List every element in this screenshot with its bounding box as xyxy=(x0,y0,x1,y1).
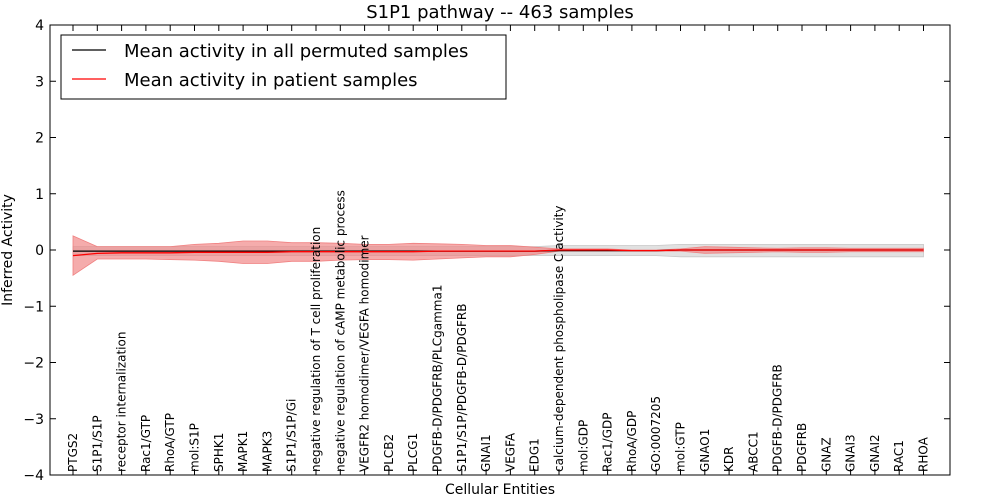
category-label: GNAI2 xyxy=(868,434,882,472)
category-label: MAPK3 xyxy=(260,431,274,472)
category-label: RhoA/GDP xyxy=(625,411,639,472)
y-tick-label: −4 xyxy=(23,468,44,484)
category-label: RAC1 xyxy=(892,440,906,472)
category-label: negative regulation of T cell proliferat… xyxy=(309,227,323,472)
category-label: PDGFB-D/PDGFRB/PLCgamma1 xyxy=(431,285,445,472)
category-label: GNAZ xyxy=(819,437,833,472)
category-label: KDR xyxy=(722,447,736,472)
category-label: PTGS2 xyxy=(66,433,80,472)
category-label: Rac1/GDP xyxy=(601,413,615,472)
y-tick-label: 0 xyxy=(35,243,44,259)
legend: Mean activity in all permuted samples Me… xyxy=(60,34,507,100)
category-label: mol:GTP xyxy=(674,422,688,472)
category-label: Rac1/GTP xyxy=(139,415,153,472)
category-label: GNAO1 xyxy=(698,429,712,472)
category-label: RHOA xyxy=(917,436,931,472)
category-label: negative regulation of cAMP metabolic pr… xyxy=(333,190,347,472)
category-label: EDG1 xyxy=(528,438,542,472)
category-label: mol:S1P xyxy=(188,423,202,472)
category-label: mol:GDP xyxy=(576,420,590,472)
category-label: ABCC1 xyxy=(746,431,760,472)
y-tick-label: 1 xyxy=(35,187,44,203)
x-axis-label: Cellular Entities xyxy=(445,482,555,498)
y-tick-label: 3 xyxy=(35,74,44,90)
axis-ticks: −4 −3 −2 −1 0 1 2 3 4 xyxy=(23,18,950,484)
series-lines xyxy=(72,249,924,257)
category-label: GO:0007205 xyxy=(649,396,663,472)
category-label: S1P1/S1P xyxy=(90,415,104,472)
chart-title: S1P1 pathway -- 463 samples xyxy=(366,2,634,23)
category-label: MAPK1 xyxy=(236,431,250,472)
confidence-bands xyxy=(72,235,924,277)
y-tick-label: −3 xyxy=(23,412,44,428)
series-line-patient xyxy=(72,249,924,257)
category-labels: PTGS2 S1P1/S1P receptor internalization Rac… xyxy=(66,190,931,472)
legend-box xyxy=(60,34,507,100)
category-label: SPHK1 xyxy=(212,433,226,472)
category-label: receptor internalization xyxy=(115,332,129,472)
category-label: RhoA/GTP xyxy=(163,413,177,472)
y-tick-label: −1 xyxy=(23,299,44,315)
y-axis-label: Inferred Activity xyxy=(0,194,16,306)
category-label: S1P1/S1P/Gi xyxy=(285,399,299,472)
category-label: GNAI3 xyxy=(844,434,858,472)
category-label: PDGFB-D/PDGFRB xyxy=(771,364,785,472)
category-label: PLCB2 xyxy=(382,434,396,472)
category-label: GNAI1 xyxy=(479,434,493,472)
confidence-band-patient xyxy=(72,235,924,277)
legend-label-permuted: Mean activity in all permuted samples xyxy=(124,41,468,62)
category-label: PLCG1 xyxy=(406,433,420,472)
category-label: calcium-dependent phospholipase C activi… xyxy=(552,206,566,472)
y-tick-label: 2 xyxy=(35,131,44,147)
category-label: S1P1/S1P/PDGFB-D/PDGFRB xyxy=(455,304,469,472)
legend-label-patient: Mean activity in patient samples xyxy=(124,70,418,91)
y-tick-label: 4 xyxy=(35,18,44,34)
plot-frame xyxy=(49,24,951,476)
category-label: VEGFR2 homodimer/VEGFA homodimer xyxy=(358,235,372,472)
category-label: VEGFA xyxy=(503,432,517,472)
category-label: PDGFRB xyxy=(795,423,809,472)
y-tick-label: −2 xyxy=(23,356,44,372)
